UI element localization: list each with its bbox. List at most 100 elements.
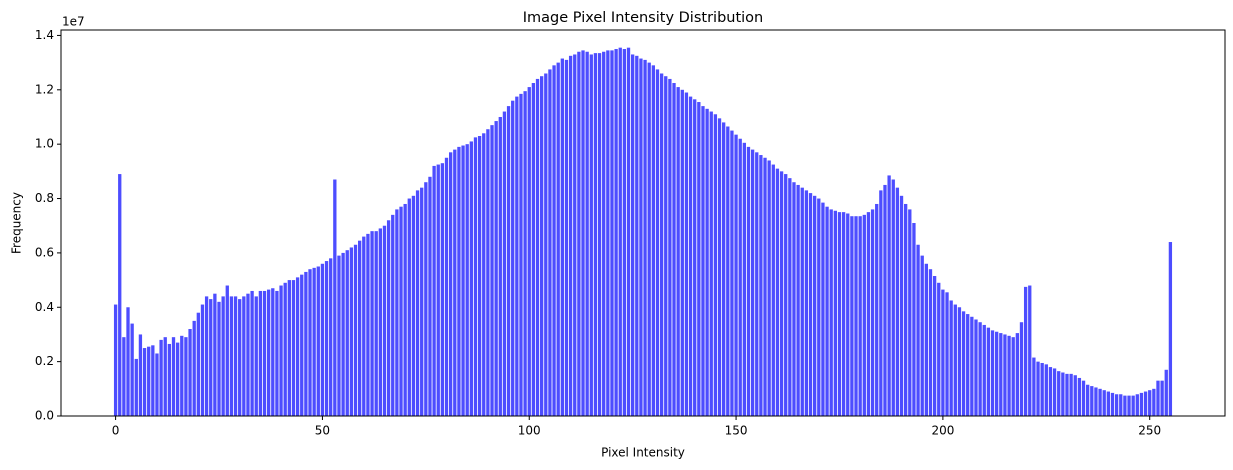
bar: [159, 339, 163, 416]
bar: [204, 296, 209, 416]
bar: [1052, 368, 1057, 416]
bar: [829, 209, 833, 416]
bar: [908, 209, 912, 416]
bar: [395, 209, 399, 416]
bar: [473, 137, 478, 417]
bar: [614, 49, 618, 416]
bar: [519, 93, 523, 416]
bar: [188, 329, 192, 416]
bar: [155, 353, 159, 416]
bar: [126, 307, 130, 416]
bar: [258, 290, 263, 416]
bar: [515, 96, 519, 416]
bar: [366, 233, 370, 416]
bar: [180, 335, 184, 416]
bar: [846, 213, 850, 416]
bar: [242, 296, 246, 416]
bar: [300, 274, 304, 416]
bar: [626, 47, 631, 417]
bar: [680, 89, 684, 416]
bar: [378, 228, 382, 416]
bar: [370, 231, 374, 416]
bar: [544, 73, 548, 417]
bar: [233, 296, 238, 416]
bar: [597, 53, 602, 417]
bar: [928, 269, 933, 416]
bar: [891, 179, 895, 416]
bar: [320, 263, 325, 416]
bar: [1032, 357, 1036, 416]
bar: [357, 240, 362, 416]
bar: [717, 118, 722, 417]
bar: [1090, 386, 1094, 416]
bar: [333, 179, 337, 416]
bar: [775, 168, 780, 416]
bar: [647, 62, 651, 416]
bar: [1023, 286, 1028, 416]
bar: [581, 50, 585, 416]
bar: [953, 304, 957, 416]
bar: [386, 220, 391, 416]
bar: [1119, 394, 1123, 416]
bar: [382, 225, 387, 416]
bar: [444, 157, 449, 416]
bar: [1003, 334, 1007, 416]
bar: [130, 323, 134, 416]
bar: [1102, 390, 1106, 416]
bar: [825, 206, 829, 416]
bar: [568, 55, 573, 416]
bar: [606, 50, 610, 416]
bar: [738, 138, 742, 416]
bar: [304, 271, 308, 416]
bar: [879, 190, 883, 416]
bar: [837, 212, 842, 416]
bar: [316, 266, 320, 416]
bar: [750, 149, 755, 416]
bar: [175, 342, 180, 416]
bar: [655, 69, 660, 416]
bar: [722, 122, 726, 416]
bar: [477, 136, 482, 416]
bar: [362, 236, 366, 416]
bar: [709, 111, 713, 417]
bar: [184, 337, 188, 416]
bar: [1135, 394, 1139, 416]
bar: [171, 337, 176, 416]
bar: [535, 78, 540, 417]
bar: [978, 322, 982, 416]
bar: [1015, 333, 1020, 416]
bar: [995, 331, 999, 416]
bar: [622, 49, 627, 416]
bar: [548, 69, 552, 416]
bar: [1127, 395, 1131, 416]
bar: [850, 216, 854, 416]
bar: [502, 111, 507, 417]
x-tick-label: 100: [518, 424, 541, 438]
bar: [1061, 372, 1065, 416]
bar: [163, 337, 167, 416]
bar: [1143, 391, 1148, 416]
bar: [676, 87, 680, 417]
bar: [821, 202, 825, 416]
bar: [353, 244, 358, 416]
bar: [221, 296, 225, 416]
bar: [1156, 380, 1160, 416]
bar: [573, 54, 577, 417]
bar: [498, 116, 502, 417]
bar: [465, 144, 469, 417]
bar: [949, 300, 953, 416]
bar: [602, 51, 606, 416]
bar: [618, 47, 622, 417]
bar: [730, 130, 734, 417]
bar: [209, 299, 213, 416]
bar: [854, 216, 858, 416]
bar: [668, 78, 672, 417]
bar: [1081, 380, 1086, 416]
bar: [560, 58, 564, 416]
bar: [904, 203, 908, 416]
bar: [337, 255, 341, 416]
bar: [506, 106, 511, 417]
bar: [1040, 362, 1044, 416]
bar: [1098, 388, 1102, 416]
bar: [411, 195, 416, 416]
